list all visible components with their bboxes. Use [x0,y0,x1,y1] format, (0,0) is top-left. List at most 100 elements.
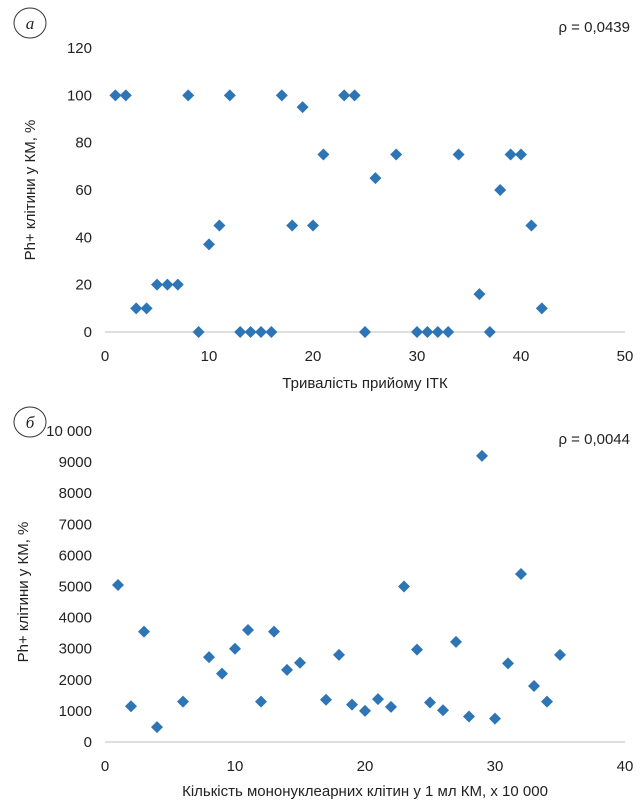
x-tick-labels: 0 10 20 30 40 50 [101,348,634,365]
y-tick-label: 80 [75,135,92,152]
data-point [463,710,475,723]
y-tick-label: 2000 [59,672,92,689]
data-point [525,219,538,232]
scatter-chart-a: а ρ = 0,0439 Тривалість прийому ІТК Ph+ … [13,7,634,392]
y-tick-label: 20 [75,277,92,294]
data-point [359,704,371,717]
x-axis-label: Кількість мононуклеарних клітин у 1 мл К… [182,783,548,800]
data-point [177,695,189,708]
x-axis-label: Тривалість прийому ІТК [282,375,448,392]
data-point [119,89,132,102]
data-point [535,302,548,315]
data-point [494,184,507,196]
x-tick-label: 10 [201,348,218,365]
data-point [541,695,553,708]
data-point [424,696,436,709]
x-tick-label: 40 [617,758,634,775]
data-point [476,449,488,462]
y-tick-label: 3000 [59,641,92,658]
data-point [192,326,205,338]
y-tick-label: 8000 [59,485,92,502]
data-point [112,578,124,591]
data-point [338,89,351,102]
data-point [296,101,309,114]
x-tick-labels: 0 10 20 30 40 [101,758,634,775]
y-tick-label: 60 [75,182,92,199]
data-point [138,625,150,638]
data-point [109,89,122,102]
data-point [411,326,423,338]
x-tick-label: 10 [227,758,244,775]
data-point [182,89,195,102]
x-tick-label: 0 [101,348,109,365]
data-point [528,680,540,693]
y-axis-label: Ph+ клітини у КМ, % [22,120,39,261]
data-point [333,648,345,661]
y-tick-labels: 0 1000 2000 3000 4000 5000 6000 7000 8000 9000 10 … [46,423,92,751]
y-tick-label: 40 [75,229,92,246]
data-point [234,326,247,338]
y-tick-label: 10 000 [46,423,92,440]
y-tick-label: 120 [67,40,92,57]
x-tick-label: 40 [513,348,530,365]
y-tick-label: 100 [67,87,92,104]
data-point [385,700,397,713]
y-tick-label: 7000 [59,516,92,533]
correlation-annotation: ρ = 0,0044 [558,431,630,448]
data-point [203,651,215,664]
data-point [504,148,517,161]
x-tick-label: 20 [305,348,322,365]
y-tick-label: 5000 [59,579,92,596]
data-point [213,219,226,232]
data-point [130,302,143,315]
data-point [411,643,423,656]
data-point [515,148,527,161]
data-point [317,148,330,161]
y-tick-label: 6000 [59,547,92,564]
data-point [473,288,486,301]
data-point [161,278,174,291]
data-point [140,302,153,315]
panel-letter: б [26,413,35,432]
data-point [390,148,403,161]
data-point [346,698,358,711]
panel-letter-badge: а [13,7,47,39]
data-point [348,89,361,102]
data-points [112,449,566,734]
x-tick-label: 0 [101,758,109,775]
y-tick-label: 0 [84,734,92,751]
y-tick-labels: 0 20 40 60 80 100 120 [67,40,92,341]
data-point [442,326,455,338]
data-point [421,326,434,338]
data-point [125,700,137,713]
data-point [216,667,228,680]
data-point [554,648,566,661]
data-point [242,624,254,637]
data-point [265,326,278,338]
scatter-chart-b: б ρ = 0,0044 Кількість мононуклеарних кл… [13,406,634,800]
data-point [437,704,449,717]
data-point [151,278,163,291]
y-tick-label: 4000 [59,610,92,627]
x-tick-label: 30 [487,758,504,775]
data-point [452,148,465,161]
data-point [483,326,496,338]
data-point [171,278,184,291]
data-point [431,326,444,338]
correlation-annotation: ρ = 0,0439 [558,19,630,36]
data-point [502,657,514,670]
data-point [369,172,382,185]
data-point [359,326,371,338]
y-tick-label: 9000 [59,454,92,471]
scatter-panel-b: б ρ = 0,0044 Кількість мононуклеарних кл… [0,400,644,802]
data-point [255,326,267,338]
y-axis-label: Ph+ клітини у КМ, % [15,522,32,663]
x-tick-label: 20 [357,758,374,775]
data-point [203,238,215,251]
data-point [489,712,501,725]
data-points [109,89,548,338]
data-point [281,663,293,676]
data-point [450,635,462,648]
data-point [275,89,288,102]
data-point [372,693,384,706]
